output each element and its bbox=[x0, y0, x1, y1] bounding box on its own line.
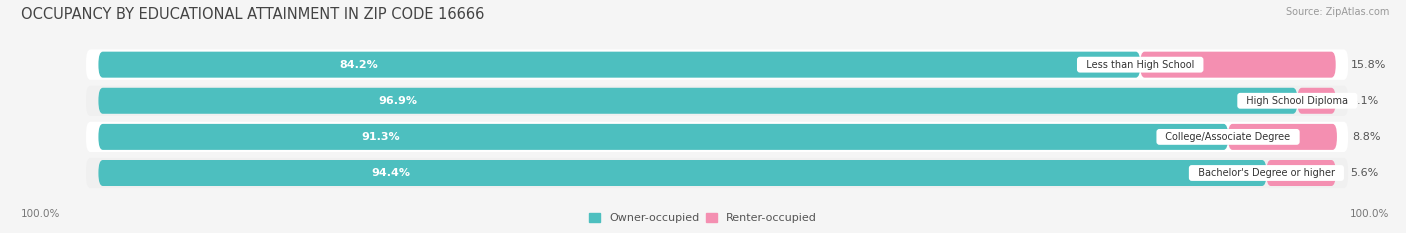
FancyBboxPatch shape bbox=[1298, 88, 1336, 114]
FancyBboxPatch shape bbox=[86, 86, 1348, 116]
Text: 96.9%: 96.9% bbox=[378, 96, 418, 106]
Legend: Owner-occupied, Renter-occupied: Owner-occupied, Renter-occupied bbox=[585, 208, 821, 227]
FancyBboxPatch shape bbox=[98, 160, 1267, 186]
Text: 5.6%: 5.6% bbox=[1351, 168, 1379, 178]
Text: 100.0%: 100.0% bbox=[1350, 209, 1389, 219]
Text: OCCUPANCY BY EDUCATIONAL ATTAINMENT IN ZIP CODE 16666: OCCUPANCY BY EDUCATIONAL ATTAINMENT IN Z… bbox=[21, 7, 485, 22]
Text: Less than High School: Less than High School bbox=[1080, 60, 1201, 70]
Text: High School Diploma: High School Diploma bbox=[1240, 96, 1354, 106]
Text: 94.4%: 94.4% bbox=[371, 168, 411, 178]
FancyBboxPatch shape bbox=[1140, 52, 1336, 78]
FancyBboxPatch shape bbox=[98, 52, 1140, 78]
Text: 8.8%: 8.8% bbox=[1351, 132, 1381, 142]
FancyBboxPatch shape bbox=[1267, 160, 1336, 186]
FancyBboxPatch shape bbox=[86, 158, 1348, 188]
FancyBboxPatch shape bbox=[1227, 124, 1337, 150]
Text: Bachelor's Degree or higher: Bachelor's Degree or higher bbox=[1192, 168, 1341, 178]
Text: Source: ZipAtlas.com: Source: ZipAtlas.com bbox=[1285, 7, 1389, 17]
Text: 100.0%: 100.0% bbox=[21, 209, 60, 219]
Text: 3.1%: 3.1% bbox=[1351, 96, 1379, 106]
Text: College/Associate Degree: College/Associate Degree bbox=[1160, 132, 1296, 142]
Text: 84.2%: 84.2% bbox=[339, 60, 378, 70]
Text: 15.8%: 15.8% bbox=[1351, 60, 1386, 70]
FancyBboxPatch shape bbox=[86, 122, 1348, 152]
FancyBboxPatch shape bbox=[98, 124, 1227, 150]
Text: 91.3%: 91.3% bbox=[361, 132, 401, 142]
FancyBboxPatch shape bbox=[98, 88, 1298, 114]
FancyBboxPatch shape bbox=[86, 49, 1348, 80]
